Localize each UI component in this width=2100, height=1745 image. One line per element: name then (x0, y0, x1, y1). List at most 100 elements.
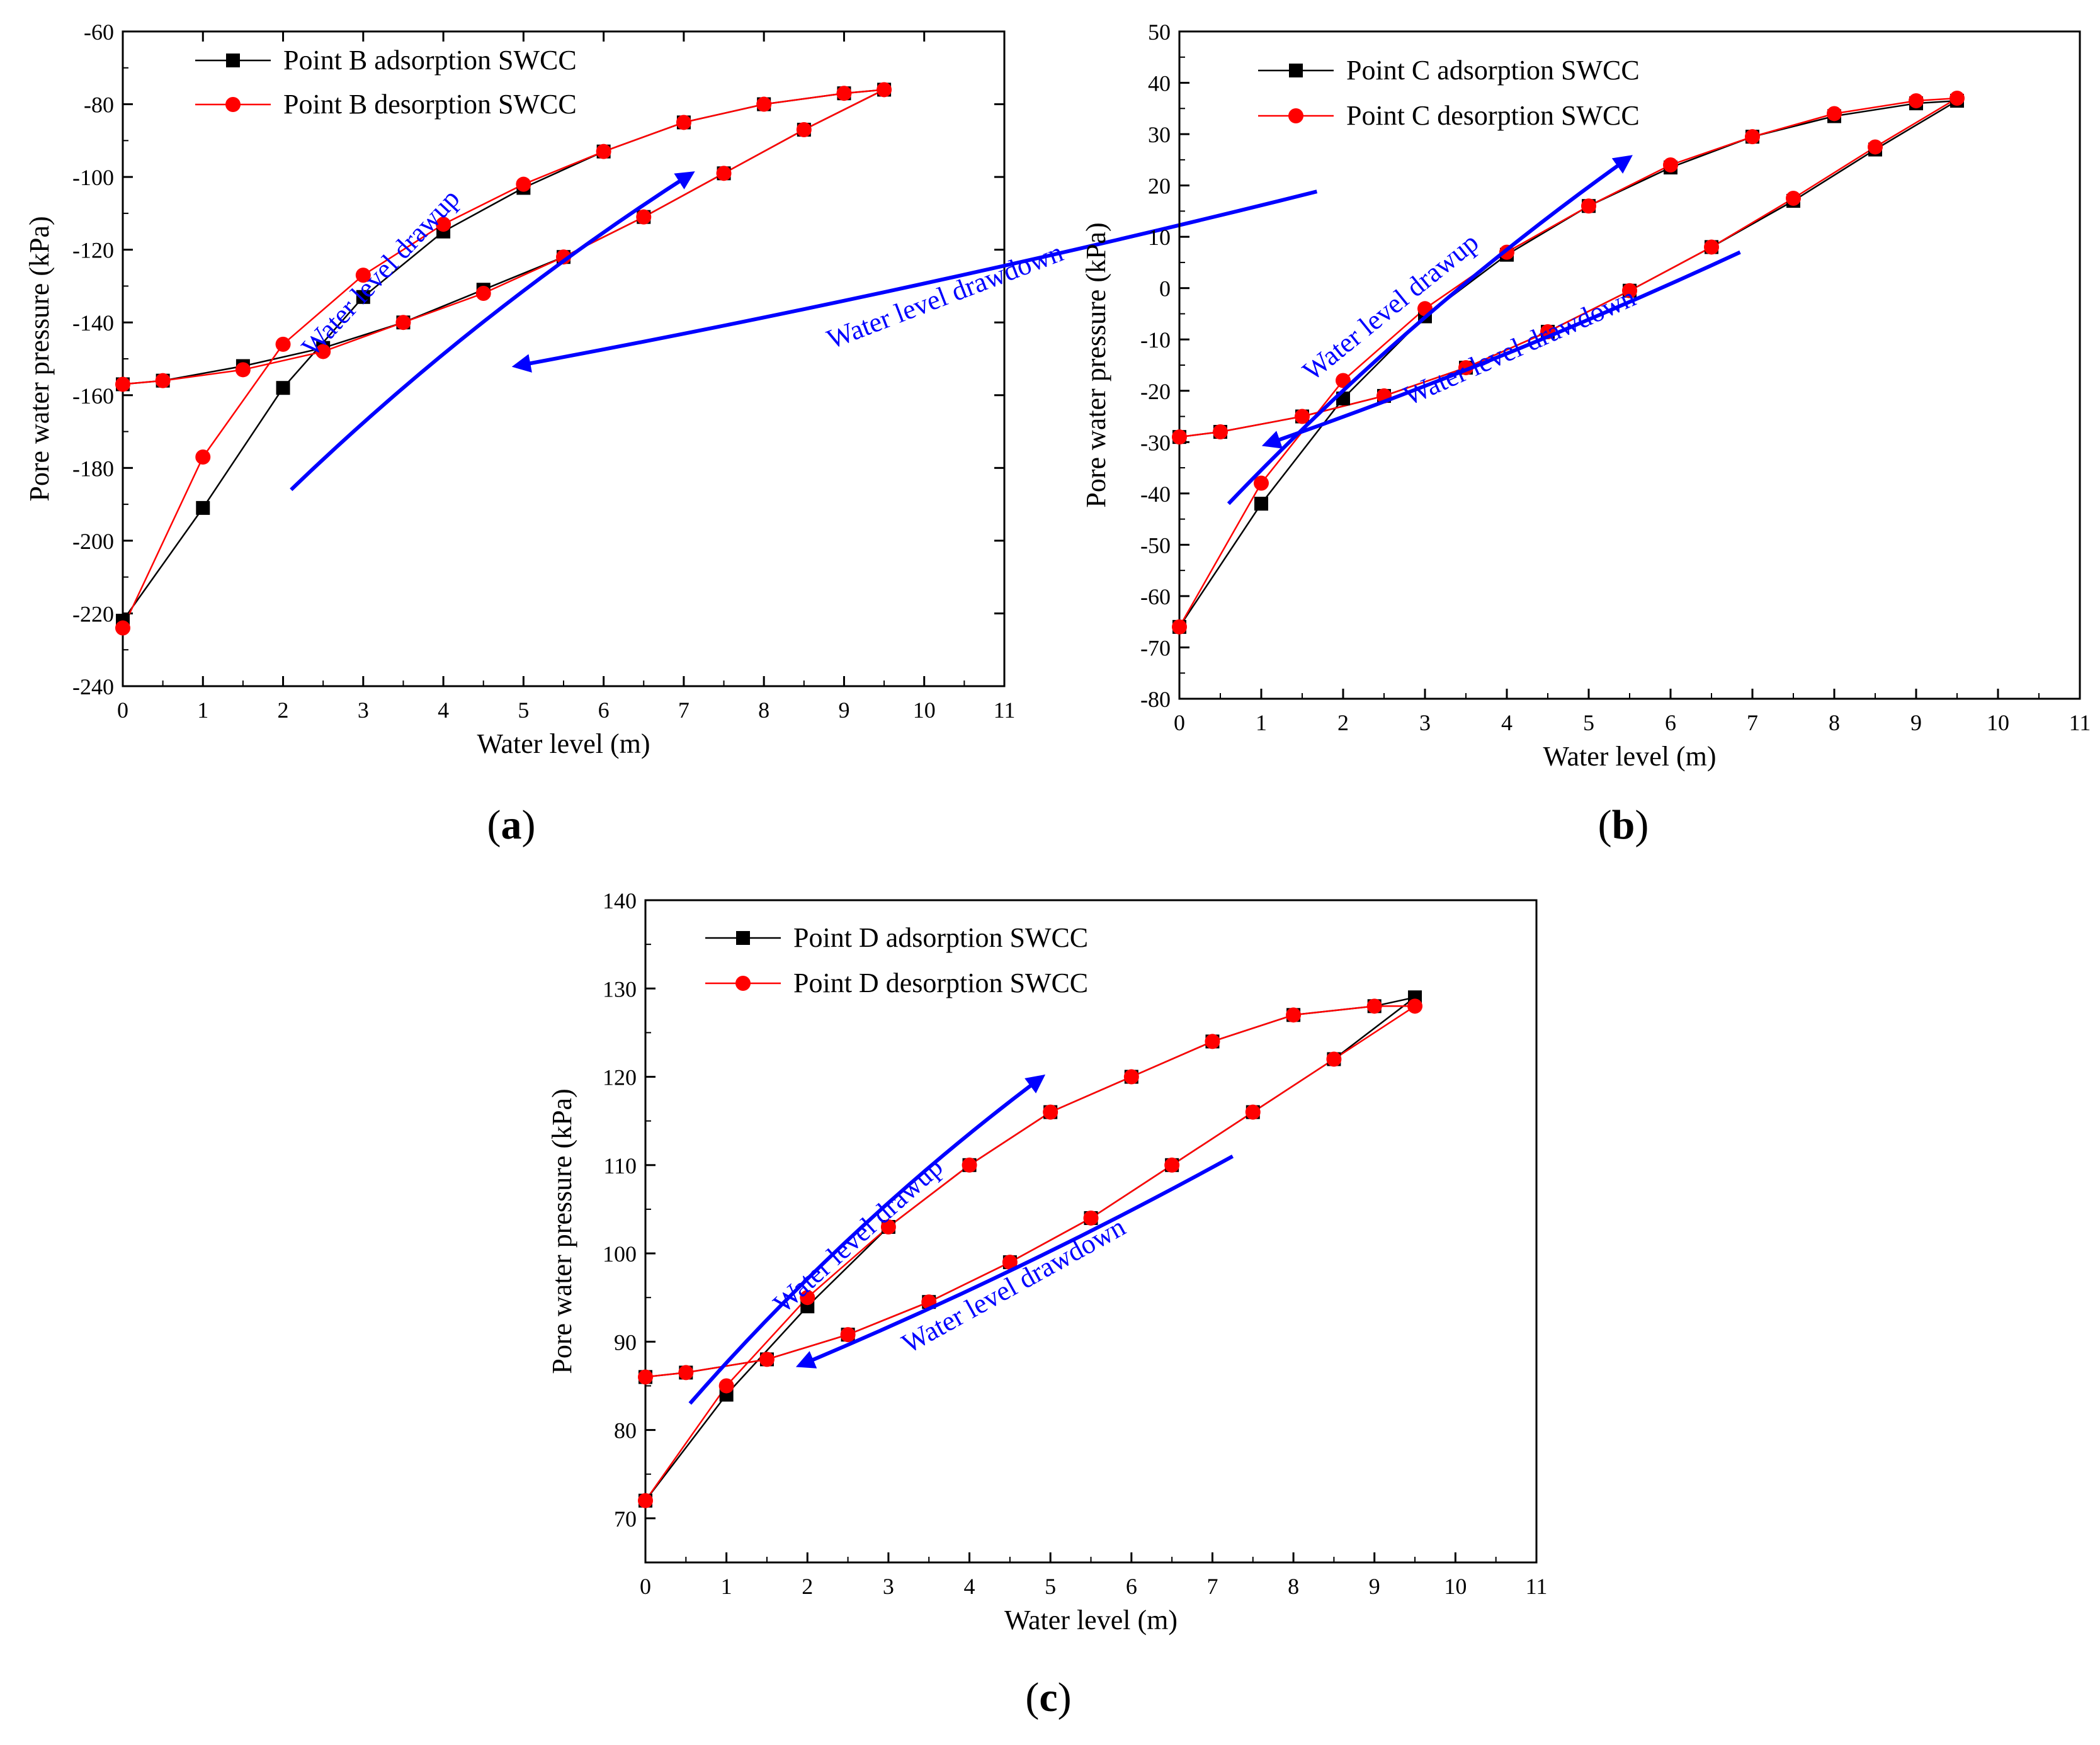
panel-label-open: ( (1025, 1674, 1039, 1720)
legend-entry: Point D desorption SWCC (793, 968, 1088, 998)
x-tick-label: 8 (758, 697, 769, 723)
y-tick-label: -50 (1140, 533, 1171, 558)
data-point-adsorption (356, 290, 370, 304)
x-tick-label: 7 (1206, 1574, 1218, 1599)
x-tick-label: 11 (994, 697, 1016, 723)
data-point-desorption (355, 268, 371, 283)
series-line-desorption (644, 1005, 1416, 1501)
panel-label-letter: b (1612, 802, 1635, 848)
data-point-desorption (315, 344, 331, 359)
data-point-desorption (395, 315, 411, 330)
legend-marker-circle (1288, 108, 1303, 123)
chart-panel-a: 0 1 2 3 4 5 6 7 8 9 10 11-240-220-200-180-160-140-1… (24, 20, 1318, 848)
x-tick-label: 2 (1337, 710, 1349, 735)
arrow-drawdown (795, 1155, 1234, 1369)
legend-marker-square (1289, 64, 1303, 77)
data-point-desorption (596, 144, 611, 159)
y-tick-label: 20 (1148, 174, 1171, 199)
y-tick-label: -20 (1140, 379, 1171, 404)
x-tick-label: 9 (838, 697, 849, 723)
data-point-desorption (475, 286, 491, 301)
y-tick-label: 80 (614, 1418, 637, 1443)
x-tick-label: 10 (1987, 710, 2009, 735)
y-tick-label: -140 (72, 310, 114, 336)
series-line-adsorption (1178, 99, 1958, 628)
y-tick-label: -80 (1140, 687, 1171, 712)
x-tick-label: 0 (640, 1574, 651, 1599)
arrow-drawdown (1261, 250, 1741, 449)
panel-label-open: ( (1598, 802, 1612, 848)
data-point-desorption (1002, 1255, 1018, 1270)
data-point-desorption (636, 209, 652, 225)
y-tick-label: 50 (1148, 20, 1171, 45)
data-point-adsorption (196, 500, 210, 515)
x-tick-label: 4 (438, 697, 449, 723)
x-tick-label: 1 (1256, 710, 1267, 735)
data-point-desorption (1205, 1034, 1220, 1049)
data-point-desorption (1245, 1104, 1261, 1120)
panel-label: (b) (1598, 802, 1649, 848)
data-point-adsorption (276, 381, 290, 395)
data-point-desorption (962, 1157, 977, 1173)
data-point-desorption (1286, 1007, 1302, 1023)
data-point-desorption (115, 376, 130, 392)
x-tick-label: 5 (1583, 710, 1594, 735)
legend-entry: Point B desorption SWCC (283, 89, 577, 120)
arrow-drawup (1227, 155, 1633, 505)
annotation-drawdown: Water level drawdown (897, 1211, 1130, 1359)
data-point-desorption (638, 1369, 653, 1385)
x-tick-label: 7 (1747, 710, 1758, 735)
data-point-desorption (1254, 475, 1269, 491)
y-tick-label: 100 (603, 1241, 637, 1267)
legend-entry: Point B adsorption SWCC (283, 45, 577, 76)
data-point-desorption (1704, 239, 1719, 255)
data-point-desorption (1786, 191, 1801, 206)
y-tick-label: 110 (603, 1153, 637, 1178)
data-point-desorption (155, 373, 171, 388)
data-point-desorption (1295, 409, 1310, 424)
data-point-desorption (1366, 998, 1382, 1014)
data-point-adsorption (1254, 497, 1268, 511)
x-tick-label: 10 (913, 697, 936, 723)
y-axis-title: Pore water pressure (kPa) (1081, 222, 1111, 507)
series-line-adsorption (645, 997, 1416, 1501)
data-point-desorption (1123, 1069, 1139, 1085)
y-tick-label: -120 (72, 238, 114, 263)
x-tick-label: 0 (1174, 710, 1185, 735)
data-point-desorption (638, 1493, 653, 1508)
chart-panel-b: 0 1 2 3 4 5 6 7 8 9 10 11 -80 -70 -60 -50 -40 -30 -20 -10 0 1… (1081, 20, 2091, 848)
x-tick-label: 11 (1526, 1574, 1548, 1599)
x-tick-label: 9 (1910, 710, 1922, 735)
y-tick-label: 120 (603, 1065, 637, 1090)
x-tick-label: 6 (598, 697, 610, 723)
panel-label-close: ) (1635, 802, 1649, 848)
x-tick-label: 5 (1045, 1574, 1056, 1599)
data-point-desorption (275, 336, 291, 352)
x-tick-label: 6 (1665, 710, 1676, 735)
data-point-desorption (1622, 283, 1637, 298)
data-point-desorption (516, 176, 531, 192)
series-line-desorption (122, 89, 885, 629)
data-point-desorption (1745, 129, 1760, 145)
panel-label-open: ( (487, 802, 501, 848)
data-point-desorption (1172, 619, 1187, 635)
data-point-desorption (877, 82, 892, 98)
data-point-desorption (1213, 424, 1228, 439)
data-point-desorption (836, 86, 852, 101)
y-tick-label: 0 (1159, 276, 1171, 302)
x-tick-label: 9 (1369, 1574, 1380, 1599)
data-point-desorption (1164, 1157, 1180, 1173)
y-tick-label: -60 (84, 20, 114, 45)
annotation-drawup: Water level drawup (768, 1151, 949, 1319)
y-tick-label: -30 (1140, 430, 1171, 455)
y-tick-label: -240 (72, 674, 114, 699)
panel-label: (c) (1025, 1674, 1071, 1720)
x-tick-label: 6 (1126, 1574, 1137, 1599)
x-tick-label: 5 (518, 697, 529, 723)
y-tick-label: -180 (72, 456, 114, 481)
x-axis-title: Water level (m) (1543, 741, 1717, 772)
data-point-desorption (880, 1219, 896, 1234)
x-tick-label: 8 (1829, 710, 1840, 735)
data-point-desorption (759, 1352, 775, 1367)
x-tick-label: 4 (964, 1574, 975, 1599)
